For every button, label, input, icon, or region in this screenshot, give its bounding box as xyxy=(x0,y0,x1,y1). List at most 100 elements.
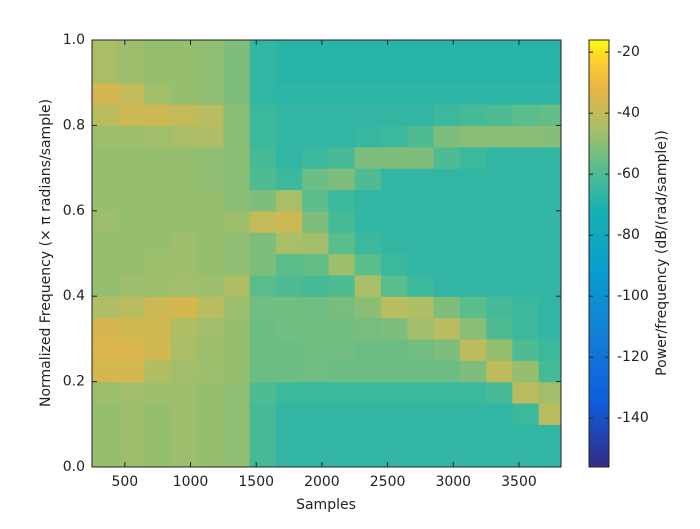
y-tick-label: 0.2 xyxy=(63,374,85,390)
heatmap-cell xyxy=(538,146,561,169)
heatmap-cell xyxy=(197,210,224,233)
heatmap-cell xyxy=(354,381,382,404)
x-tick-label: 1000 xyxy=(173,474,209,490)
heatmap-cell xyxy=(538,40,561,62)
heatmap-cell xyxy=(328,360,356,383)
heatmap-cell xyxy=(223,402,251,425)
heatmap-cell xyxy=(223,445,251,467)
heatmap-cell xyxy=(407,402,435,425)
heatmap-cell xyxy=(92,274,119,297)
heatmap-cell xyxy=(92,82,119,105)
heatmap-cell xyxy=(354,125,382,148)
heatmap-cell xyxy=(197,402,224,425)
heatmap-cell xyxy=(512,125,540,148)
heatmap-cell xyxy=(197,40,224,62)
heatmap-cell xyxy=(459,232,487,255)
heatmap-cell xyxy=(328,168,356,191)
heatmap-cell xyxy=(538,424,561,447)
colorbar-tick-label: -100 xyxy=(617,288,649,304)
heatmap-cell xyxy=(459,146,487,169)
heatmap-cell xyxy=(275,104,303,126)
heatmap-cell xyxy=(486,61,513,84)
heatmap-cell xyxy=(512,338,540,361)
heatmap-cell xyxy=(118,232,146,255)
heatmap-cell xyxy=(381,168,408,191)
heatmap-cell xyxy=(118,317,146,340)
heatmap-cell xyxy=(170,274,198,297)
x-tick-label: 3000 xyxy=(435,474,471,490)
heatmap-cell xyxy=(538,189,561,212)
heatmap-cell xyxy=(486,232,513,255)
heatmap-cell xyxy=(512,189,540,212)
heatmap-cell xyxy=(223,424,251,447)
heatmap-cell xyxy=(328,424,356,447)
heatmap-cell xyxy=(275,381,303,404)
heatmap-cell xyxy=(512,168,540,191)
heatmap-cell xyxy=(512,104,540,126)
heatmap-cell xyxy=(249,445,277,467)
heatmap-cell xyxy=(275,402,303,425)
heatmap-cell xyxy=(433,274,461,297)
heatmap-cell xyxy=(118,146,146,169)
heatmap-cell xyxy=(249,125,277,148)
y-tick-label: 0.4 xyxy=(63,288,85,304)
heatmap-cell xyxy=(354,232,382,255)
heatmap-cell xyxy=(328,445,356,467)
heatmap-cell xyxy=(302,402,330,425)
heatmap-cell xyxy=(354,40,382,62)
colorbar-tick-label: -80 xyxy=(617,227,640,243)
heatmap-cell xyxy=(486,338,513,361)
heatmap-cell xyxy=(407,296,435,319)
heatmap-cell xyxy=(486,146,513,169)
heatmap-cell xyxy=(459,61,487,84)
heatmap-cell xyxy=(433,381,461,404)
heatmap-cell xyxy=(381,146,408,169)
heatmap-cell xyxy=(407,445,435,467)
heatmap-cell xyxy=(118,360,146,383)
heatmap-cell xyxy=(223,189,251,212)
heatmap-cell xyxy=(249,232,277,255)
heatmap-cell xyxy=(328,296,356,319)
heatmap-cell xyxy=(354,253,382,276)
heatmap-cell xyxy=(538,338,561,361)
heatmap-cell xyxy=(354,168,382,191)
heatmap-cell xyxy=(275,168,303,191)
heatmap-cell xyxy=(92,104,119,126)
heatmap-cell xyxy=(486,104,513,126)
heatmap-cell xyxy=(486,274,513,297)
heatmap-cell xyxy=(512,61,540,84)
heatmap-cell xyxy=(144,445,172,467)
heatmap-cell xyxy=(486,445,513,467)
heatmap-cell xyxy=(486,82,513,105)
heatmap-cell xyxy=(381,317,408,340)
heatmap-cell xyxy=(170,360,198,383)
heatmap-cell xyxy=(223,381,251,404)
heatmap-cell xyxy=(170,146,198,169)
heatmap-cell xyxy=(144,168,172,191)
heatmap-cell xyxy=(275,40,303,62)
heatmap-cell xyxy=(92,317,119,340)
heatmap-cell xyxy=(170,338,198,361)
heatmap-cell xyxy=(302,317,330,340)
heatmap-cell xyxy=(302,61,330,84)
heatmap-cell xyxy=(381,189,408,212)
heatmap-cell xyxy=(433,40,461,62)
heatmap-cell xyxy=(197,296,224,319)
heatmap-cell xyxy=(538,210,561,233)
heatmap-cell xyxy=(486,210,513,233)
heatmap-cell xyxy=(486,40,513,62)
heatmap-cell xyxy=(223,125,251,148)
heatmap-cell xyxy=(249,61,277,84)
heatmap-cell xyxy=(381,445,408,467)
heatmap-cell xyxy=(197,168,224,191)
heatmap-cell xyxy=(92,338,119,361)
heatmap-cell xyxy=(486,253,513,276)
heatmap-cell xyxy=(328,232,356,255)
heatmap-cell xyxy=(302,104,330,126)
x-tick-label: 500 xyxy=(111,474,138,490)
heatmap-cell xyxy=(381,274,408,297)
heatmap-cell xyxy=(197,381,224,404)
heatmap-cell xyxy=(275,210,303,233)
heatmap-cell xyxy=(381,338,408,361)
heatmap-cell xyxy=(197,189,224,212)
